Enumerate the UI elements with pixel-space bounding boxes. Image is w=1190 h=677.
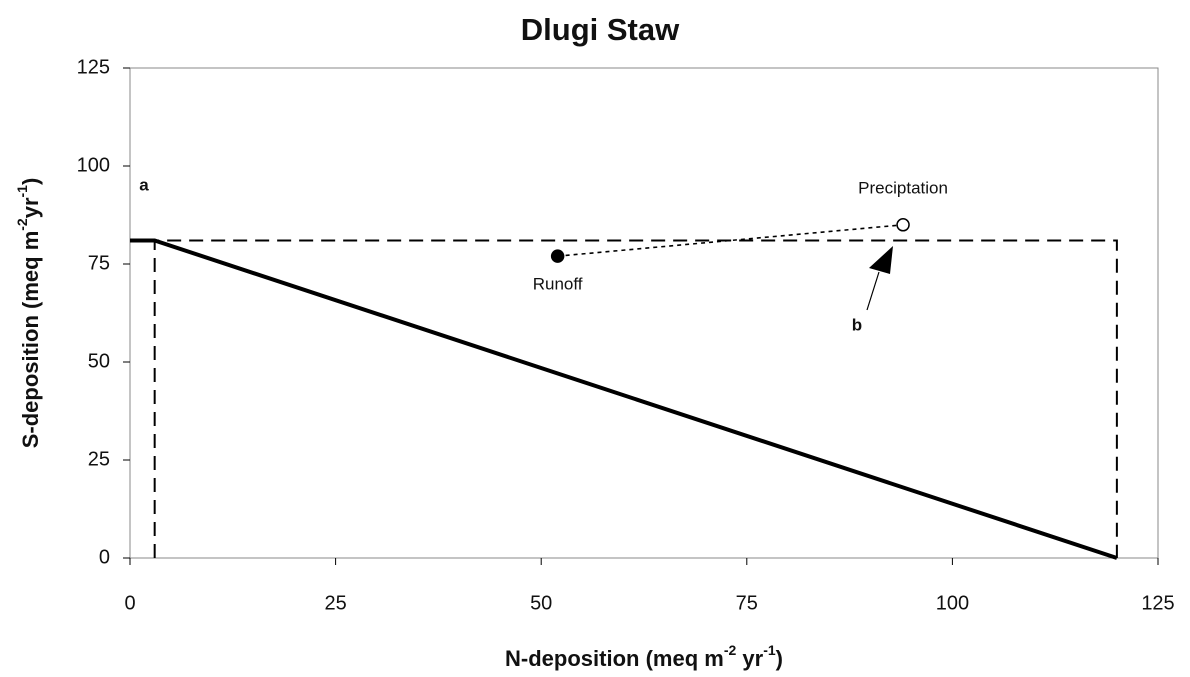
- y-tick-label: 100: [77, 154, 110, 176]
- plot-frame: [129, 67, 1159, 559]
- x-axis-label: N-deposition (meq m-2 yr-1): [505, 642, 783, 671]
- x-tick-label: 0: [124, 592, 135, 614]
- y-tick-label: 75: [88, 252, 110, 274]
- y-label-sup: -1: [14, 185, 30, 198]
- annotation: b: [852, 315, 862, 334]
- annotation: a: [139, 175, 149, 194]
- arrow-shaft: [866, 271, 880, 311]
- series-line: [130, 238, 1118, 560]
- y-tick-label: 0: [99, 546, 110, 568]
- y-label-part: yr: [18, 197, 43, 218]
- x-label-part: ): [776, 646, 783, 671]
- point-label: Runoff: [533, 275, 583, 294]
- y-tick-label: 25: [88, 448, 110, 470]
- y-label-sup: -2: [14, 218, 30, 231]
- x-tick-label: 100: [936, 592, 969, 614]
- y-tick-label: 125: [77, 56, 110, 78]
- x-tick-label: 75: [736, 592, 758, 614]
- point-label: Preciptation: [858, 178, 948, 197]
- x-tick-label: 125: [1141, 592, 1174, 614]
- x-tick-label: 25: [324, 592, 346, 614]
- x-tick-label: 50: [530, 592, 552, 614]
- series-line: [557, 224, 904, 257]
- series-line: [153, 239, 1118, 558]
- x-label-sup: -2: [724, 642, 737, 658]
- point: [550, 249, 565, 263]
- arrow-head: [869, 246, 893, 274]
- chart-title: Dlugi Staw: [521, 12, 680, 47]
- point: [896, 218, 910, 232]
- y-label-part: ): [18, 178, 43, 185]
- x-label-part: N-deposition (meq m: [505, 646, 724, 671]
- x-label-sup: -1: [763, 642, 776, 658]
- y-label-part: S-deposition (meq m: [18, 231, 43, 449]
- y-axis-label: S-deposition (meq m-2yr-1): [14, 178, 43, 449]
- y-tick-label: 50: [88, 350, 110, 372]
- x-label-part: yr: [736, 646, 763, 671]
